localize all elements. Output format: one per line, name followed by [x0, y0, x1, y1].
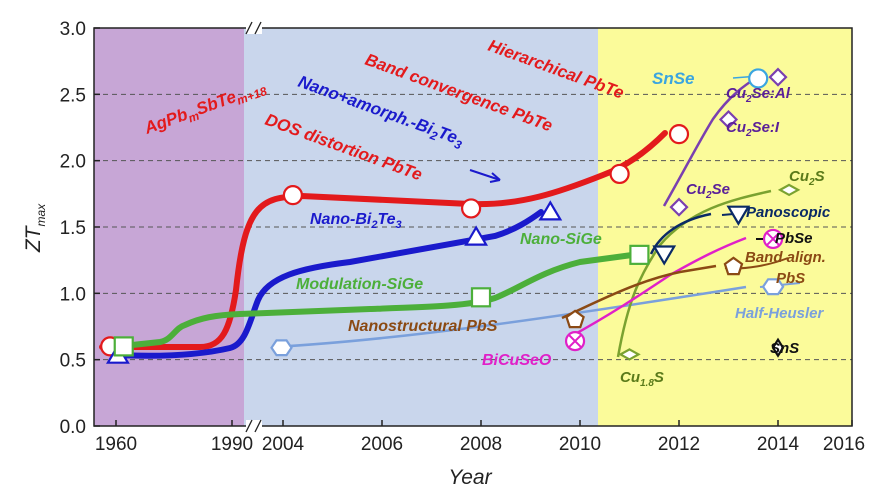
axis-break-top [245, 21, 262, 35]
label-panoscopic: Panoscopic [746, 204, 831, 221]
x-tick-label: 1960 [95, 434, 137, 455]
data-point-cross [568, 334, 582, 348]
label-half-heusler: Half-Heusler [735, 305, 825, 322]
label-nano-sige: Nano-SiGe [520, 231, 602, 248]
x-tick-label: 1990 [211, 434, 253, 455]
x-tick-label: 2004 [262, 434, 305, 455]
x-tick-label: 2016 [823, 434, 865, 455]
panoscopic-curve [649, 212, 712, 255]
x-tick-label: 2012 [658, 434, 700, 455]
label-band-align: Band align. [745, 249, 826, 266]
y-axis-title: ZTmax [22, 203, 48, 253]
bi2te3-trend-curve [113, 209, 544, 359]
label-modulation-sige: Modulation-SiGe [296, 276, 423, 293]
sige-trend-curve [120, 252, 635, 349]
label-cu2se-i: Cu2Se:I [726, 119, 780, 139]
label-pbse: PbSe [775, 230, 813, 247]
data-point [461, 198, 482, 219]
axis-ticks: 0.0 0.5 1.0 1.5 2.0 2.5 3.0 1960 1990 2004 2006 200… [60, 19, 866, 455]
y-tick-label: 0.0 [60, 417, 86, 438]
data-point [565, 309, 585, 329]
data-point [723, 256, 744, 276]
x-tick-label: 2008 [460, 434, 502, 455]
data-point [538, 200, 563, 221]
label-cu2se-al: Cu2Se:Al [726, 85, 791, 105]
data-markers [100, 67, 801, 364]
data-point-cross [766, 232, 780, 246]
data-point [282, 185, 303, 206]
label-cu18s: Cu1.8S [620, 369, 664, 389]
label-snse: SnSe [652, 69, 695, 88]
x-tick-label: 2010 [559, 434, 601, 455]
data-point [777, 183, 801, 197]
y-tick-label: 2.5 [60, 85, 86, 106]
label-nanostructural-pbs: Nanostructural PbS [348, 318, 498, 335]
data-point [768, 67, 788, 87]
data-point [464, 225, 489, 246]
axis-break-bottom [245, 419, 262, 433]
data-point [629, 244, 650, 265]
data-point [761, 278, 785, 296]
data-point [771, 337, 785, 358]
data-point [618, 348, 641, 361]
label-pbs: PbS [776, 270, 805, 287]
half-heusler-curve [272, 285, 747, 349]
y-tick-label: 1.0 [60, 284, 86, 305]
data-point [718, 109, 739, 130]
data-point [726, 205, 751, 226]
data-point [609, 163, 630, 185]
y-tick-label: 0.5 [60, 351, 86, 372]
cu2s-curve [616, 189, 772, 358]
label-sns: SnS [770, 340, 799, 357]
y-tick-label: 1.5 [60, 218, 86, 239]
label-nano-bi2te3: Nano-Bi2Te3 [310, 211, 402, 231]
cu2se-curve [662, 74, 760, 207]
x-tick-label: 2014 [757, 434, 800, 455]
data-point [270, 339, 293, 357]
data-point [748, 68, 769, 89]
data-point [470, 287, 492, 308]
label-cu2s: Cu2S [789, 168, 825, 188]
data-point [668, 124, 690, 145]
label-cu2se: Cu2Se [686, 181, 730, 201]
data-point [669, 197, 689, 217]
y-tick-label: 3.0 [60, 19, 86, 40]
label-bicuseo: BiCuSeO [482, 352, 552, 369]
y-tick-label: 2.0 [60, 152, 86, 173]
x-tick-label: 2006 [361, 434, 403, 455]
x-axis-title: Year [448, 466, 492, 489]
data-point [113, 336, 134, 357]
data-point [652, 245, 677, 266]
y-grid [94, 93, 852, 361]
